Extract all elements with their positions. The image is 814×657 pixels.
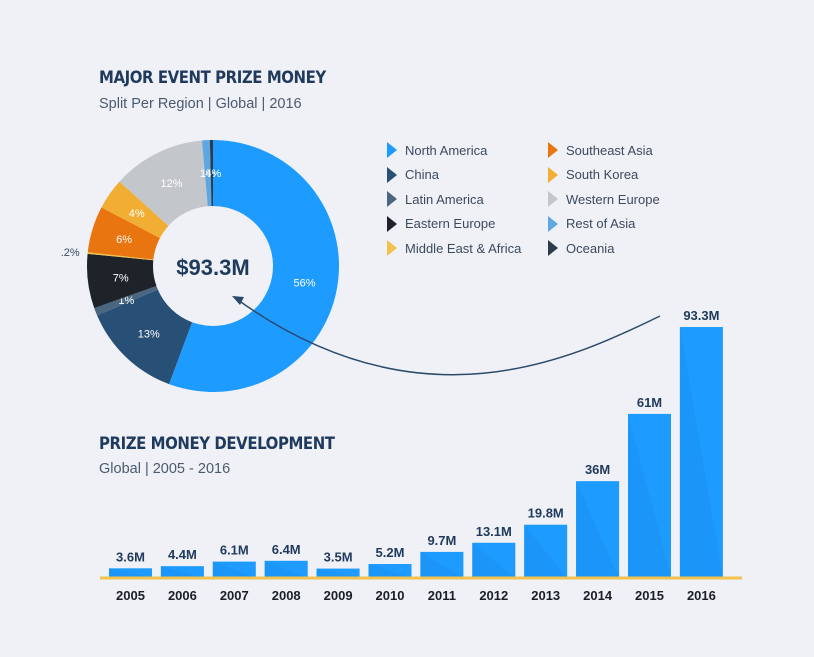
bar-category-label: 2016 <box>687 588 716 603</box>
bar-value-label: 6.4M <box>272 542 301 557</box>
donut-label-western-europe: 12% <box>161 178 183 190</box>
donut-slice-oceania <box>209 140 213 207</box>
legend-item-oceania: Oceania <box>547 239 614 257</box>
bar-category-label: 2013 <box>531 588 560 603</box>
bar-category-label: 2006 <box>168 588 197 603</box>
bar-chart-subtitle: Global | 2005 - 2016 <box>99 461 231 477</box>
donut-label-oceania: .4% <box>202 168 221 180</box>
donut-chart-subtitle: Split Per Region | Global | 2016 <box>99 96 302 112</box>
legend-marker-icon <box>386 141 398 159</box>
donut-slice-south-korea <box>101 181 169 239</box>
donut-center-label: $93.3M <box>176 255 249 280</box>
bar-shade-2014 <box>576 481 620 578</box>
bar-value-label: 93.3M <box>683 308 719 323</box>
legend-label: Rest of Asia <box>566 216 636 231</box>
bar-category-label: 2012 <box>479 588 508 603</box>
bar-shade-2008 <box>264 560 308 578</box>
legend-item-eastern-europe: Eastern Europe <box>386 215 495 233</box>
donut-label-middle-east-africa: .2% <box>61 247 80 259</box>
bar-value-label: 36M <box>585 462 610 477</box>
legend-label: North America <box>405 142 488 158</box>
bar-shade-2015 <box>628 413 671 578</box>
legend-marker-icon <box>547 141 559 159</box>
legend-marker-icon <box>386 239 398 257</box>
bar-category-label: 2015 <box>635 588 664 603</box>
bar-category-label: 2009 <box>324 588 353 603</box>
legend-item-south-korea: South Korea <box>547 166 638 184</box>
bar-value-label: 13.1M <box>476 524 512 539</box>
donut-label-eastern-europe: 7% <box>113 272 129 284</box>
bar-value-label: 61M <box>637 395 662 410</box>
bar-value-label: 19.8M <box>528 506 564 521</box>
donut-slice-middle-east-africa <box>87 252 154 261</box>
bar-category-label: 2008 <box>272 588 301 603</box>
legend-marker-icon <box>386 190 398 208</box>
bar-shade-2012 <box>472 542 516 578</box>
legend-item-western-europe: Western Europe <box>547 190 660 208</box>
bar-category-label: 2014 <box>583 588 613 603</box>
legend-label: Western Europe <box>566 191 660 207</box>
bar-category-label: 2011 <box>428 588 456 603</box>
bar-shade-2006 <box>160 566 204 578</box>
donut-label-china: 13% <box>138 328 160 340</box>
bar-category-label: 2005 <box>116 588 145 603</box>
bar-shade-2010 <box>368 564 412 578</box>
legend-item-southeast-asia: Southeast Asia <box>547 141 653 159</box>
bar-shade-2011 <box>420 551 464 578</box>
legend-label: Latin America <box>405 191 484 207</box>
bar-chart: 3.6M 2005 4.4M 2006 6.1M 2007 6.4M 2008 3.5M 2009… <box>100 308 742 603</box>
bar-value-label: 9.7M <box>427 533 456 548</box>
legend-marker-icon <box>547 166 559 184</box>
donut-slice-rest-of-asia <box>201 140 212 207</box>
legend-item-north-america: North America <box>386 141 487 159</box>
bar-value-label: 3.5M <box>324 550 353 565</box>
donut-legend: North America China Latin America Eastern E… <box>386 141 716 263</box>
bar-shade-2007 <box>212 561 256 578</box>
bar-category-label: 2007 <box>220 588 249 603</box>
bar-2006 <box>160 566 204 578</box>
bar-shade-2016 <box>679 327 723 578</box>
bar-value-label: 4.4M <box>168 547 197 562</box>
bar-chart-title: PRIZE MONEY DEVELOPMENT <box>99 434 335 454</box>
legend-marker-icon <box>547 215 559 233</box>
legend-marker-icon <box>386 215 398 233</box>
legend-label: Middle East & Africa <box>405 240 522 256</box>
donut-slice-china <box>97 289 193 385</box>
legend-marker-icon <box>386 166 398 184</box>
legend-item-rest-of-asia: Rest of Asia <box>547 215 635 233</box>
bar-shade-2009 <box>316 568 360 578</box>
donut-chart-title: MAJOR EVENT PRIZE MONEY <box>99 68 326 88</box>
donut-slice-southeast-asia <box>87 207 160 260</box>
connector-arrow <box>237 299 661 376</box>
bar-value-label: 3.6M <box>116 549 145 564</box>
legend-item-middle-east-africa: Middle East & Africa <box>386 239 521 257</box>
legend-label: South Korea <box>566 167 639 182</box>
legend-label: China <box>405 167 439 182</box>
legend-marker-icon <box>547 190 559 208</box>
donut-chart: 56%13%1%7%.2%6%4%12%1%.4%$93.3M <box>61 140 339 393</box>
legend-item-china: China <box>386 166 439 184</box>
donut-slice-western-europe <box>119 140 208 226</box>
legend-label: Southeast Asia <box>566 142 653 158</box>
bar-category-label: 2010 <box>376 588 405 603</box>
legend-label: Oceania <box>566 240 615 256</box>
legend-marker-icon <box>547 239 559 257</box>
legend-label: Eastern Europe <box>405 216 496 231</box>
bar-shade-2005 <box>109 568 152 578</box>
donut-label-southeast-asia: 6% <box>116 234 132 246</box>
donut-slice-north-america <box>169 140 339 393</box>
legend-item-latin-america: Latin America <box>386 190 484 208</box>
connector-arrowhead <box>232 296 244 305</box>
bar-value-label: 5.2M <box>376 545 405 560</box>
donut-slice-eastern-europe <box>86 253 157 309</box>
donut-label-south-korea: 4% <box>129 208 145 220</box>
donut-label-north-america: 56% <box>294 277 316 289</box>
bar-value-label: 6.1M <box>220 543 249 558</box>
donut-slice-latin-america <box>94 286 158 316</box>
bar-shade-2013 <box>524 524 568 578</box>
